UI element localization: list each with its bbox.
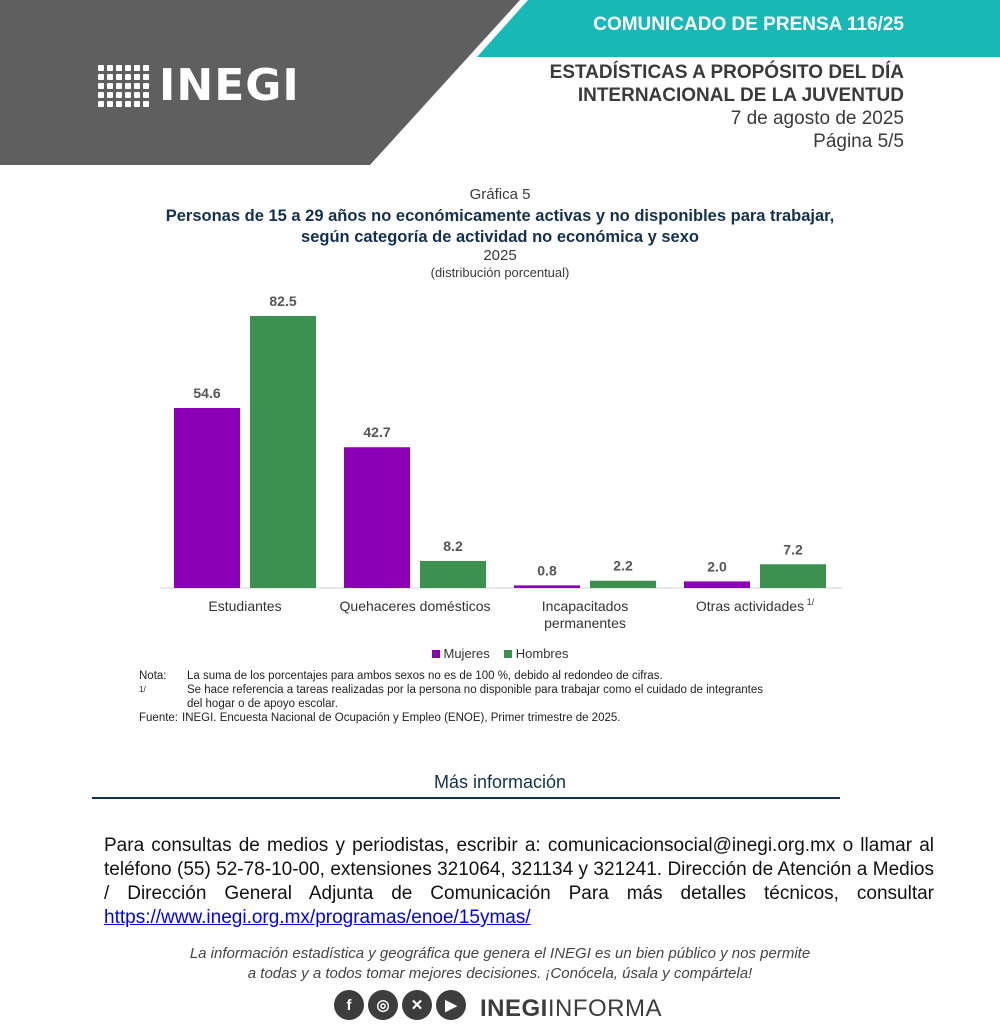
note-text: La suma de los porcentajes para ambos se… xyxy=(187,670,663,682)
category-label-0: Estudiantes xyxy=(208,598,281,614)
chart-notes: Nota: La suma de los porcentajes para am… xyxy=(139,669,859,725)
bar-chart: 54.6 82.5 Estudiantes 42.7 8.2 Quehaceres dom… xyxy=(160,293,842,631)
ref-label: 1/ xyxy=(139,685,146,694)
data-label-mujeres-3: 2.0 xyxy=(707,558,727,574)
legend-swatch-hombres xyxy=(503,649,512,658)
legend-item-mujeres: Mujeres xyxy=(431,646,490,661)
tagline-line2: a todas y a todos tomar mejores decision… xyxy=(247,965,753,982)
header-teal-shape xyxy=(477,0,1000,57)
brand-light: INFORMA xyxy=(547,995,663,1022)
inegi-informa-brand: INEGIINFORMA xyxy=(480,995,662,1023)
inegi-logo: INEGI xyxy=(98,60,300,111)
bar-mujeres-3 xyxy=(684,581,750,588)
logo-text: INEGI xyxy=(159,60,300,111)
data-label-hombres-3: 7.2 xyxy=(783,541,803,557)
ref-row: 1/ Se hace referencia a tareas realizada… xyxy=(139,683,859,697)
legend-swatch-mujeres xyxy=(431,649,440,658)
category-label-2: Incapacitados xyxy=(542,598,628,614)
data-label-mujeres-2: 0.8 xyxy=(537,562,557,578)
instagram-icon[interactable]: ◎ xyxy=(368,990,398,1020)
header-gray-shape xyxy=(0,0,520,165)
data-label-hombres-0: 82.5 xyxy=(269,293,296,309)
data-label-mujeres-0: 54.6 xyxy=(193,385,220,401)
note-label: Nota: xyxy=(139,670,167,682)
chart-label: Gráfica 5 xyxy=(469,186,531,203)
note-row: Nota: La suma de los porcentajes para am… xyxy=(139,669,859,683)
mas-informacion-heading: Más información xyxy=(433,772,567,792)
fuente-row: Fuente: INEGI. Encuesta Nacional de Ocup… xyxy=(139,711,859,725)
chart-title: Personas de 15 a 29 años no económicamen… xyxy=(0,206,1000,248)
ref-row-2: del hogar o de apoyo escolar. xyxy=(139,697,859,711)
data-label-mujeres-1: 42.7 xyxy=(363,424,390,440)
facebook-icon[interactable]: f xyxy=(334,990,364,1020)
contact-text: Para consultas de medios y periodistas, … xyxy=(104,835,934,904)
header-banner xyxy=(0,0,1000,165)
header-page: Página 5/5 xyxy=(813,131,904,152)
chart-title-line2: según categoría de actividad no económic… xyxy=(301,228,699,246)
x-icon[interactable]: ✕ xyxy=(402,990,432,1020)
brand-bold: INEGI xyxy=(480,995,548,1022)
bar-hombres-0 xyxy=(250,316,316,588)
chart-legend: Mujeres Hombres xyxy=(0,646,1000,661)
bar-hombres-1 xyxy=(420,560,486,588)
chart-unit: (distribución porcentual) xyxy=(430,265,570,280)
youtube-icon[interactable]: ▶ xyxy=(436,990,466,1020)
category-label-1: Quehaceres domésticos xyxy=(340,598,491,614)
fuente-text: INEGI. Encuesta Nacional de Ocupación y … xyxy=(182,712,621,724)
header-date: 7 de agosto de 2025 xyxy=(730,108,904,129)
tagline-line1: La información estadística y geográfica … xyxy=(189,945,811,962)
category-footnote-ref-3: 1/ xyxy=(804,597,815,607)
chart-year: 2025 xyxy=(483,247,517,264)
header-title-line1: ESTADÍSTICAS A PROPÓSITO DEL DÍA xyxy=(549,62,904,83)
section-divider xyxy=(92,797,840,799)
legend-label-mujeres: Mujeres xyxy=(443,646,490,661)
legend-item-hombres: Hombres xyxy=(503,646,569,661)
ref-text-line2: del hogar o de apoyo escolar. xyxy=(187,698,338,710)
contact-paragraph: Para consultas de medios y periodistas, … xyxy=(104,834,934,930)
bar-mujeres-1 xyxy=(344,447,410,588)
data-label-hombres-1: 8.2 xyxy=(443,538,463,554)
bar-mujeres-0 xyxy=(174,407,240,588)
data-label-hombres-2: 2.2 xyxy=(613,558,633,574)
header-title-line2: INTERNACIONAL DE LA JUVENTUD xyxy=(577,85,904,106)
bar-hombres-3 xyxy=(760,564,826,588)
tagline: La información estadística y geográfica … xyxy=(0,944,1000,984)
chart-title-line1: Personas de 15 a 29 años no económicamen… xyxy=(165,207,835,225)
press-release-label: COMUNICADO DE PRENSA 116/25 xyxy=(593,14,904,35)
category-label-3: Otras actividades 1/ xyxy=(696,597,815,614)
social-icons: f ◎ ✕ ▶ xyxy=(334,990,466,1020)
ref-text-line1: Se hace referencia a tareas realizadas p… xyxy=(187,684,763,696)
bar-mujeres-2 xyxy=(514,585,580,588)
category-label-2-line2: permanentes xyxy=(544,615,626,631)
enoe-link[interactable]: https://www.inegi.org.mx/programas/enoe/… xyxy=(104,907,531,928)
logo-mark-icon xyxy=(98,64,149,107)
fuente-label: Fuente: xyxy=(139,712,178,724)
bar-hombres-2 xyxy=(590,580,656,588)
legend-label-hombres: Hombres xyxy=(515,646,569,661)
